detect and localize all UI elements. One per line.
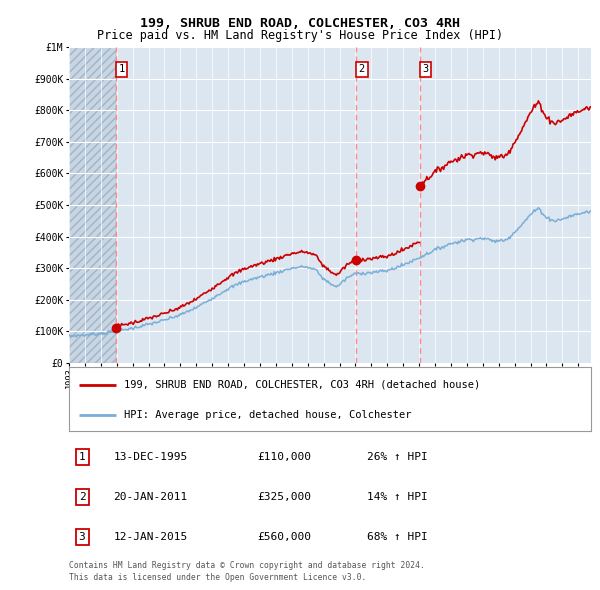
Text: 3: 3 [422,64,428,74]
Text: 1: 1 [118,64,125,74]
Text: 2: 2 [359,64,365,74]
Text: 199, SHRUB END ROAD, COLCHESTER, CO3 4RH: 199, SHRUB END ROAD, COLCHESTER, CO3 4RH [140,17,460,30]
Text: 20-JAN-2011: 20-JAN-2011 [113,492,188,502]
Text: 26% ↑ HPI: 26% ↑ HPI [367,452,427,462]
Text: 13-DEC-1995: 13-DEC-1995 [113,452,188,462]
Text: Contains HM Land Registry data © Crown copyright and database right 2024.: Contains HM Land Registry data © Crown c… [69,560,425,569]
Text: £325,000: £325,000 [257,492,311,502]
Text: £560,000: £560,000 [257,532,311,542]
Text: 199, SHRUB END ROAD, COLCHESTER, CO3 4RH (detached house): 199, SHRUB END ROAD, COLCHESTER, CO3 4RH… [124,380,480,390]
Text: 12-JAN-2015: 12-JAN-2015 [113,532,188,542]
Text: 14% ↑ HPI: 14% ↑ HPI [367,492,427,502]
Text: 2: 2 [79,492,85,502]
Text: 3: 3 [79,532,85,542]
Bar [69,47,116,363]
Text: Price paid vs. HM Land Registry's House Price Index (HPI): Price paid vs. HM Land Registry's House … [97,30,503,42]
Text: 1: 1 [79,452,85,462]
Text: This data is licensed under the Open Government Licence v3.0.: This data is licensed under the Open Gov… [69,573,367,582]
Text: HPI: Average price, detached house, Colchester: HPI: Average price, detached house, Colc… [124,410,412,419]
Bar [69,47,116,363]
Text: £110,000: £110,000 [257,452,311,462]
Text: 68% ↑ HPI: 68% ↑ HPI [367,532,427,542]
